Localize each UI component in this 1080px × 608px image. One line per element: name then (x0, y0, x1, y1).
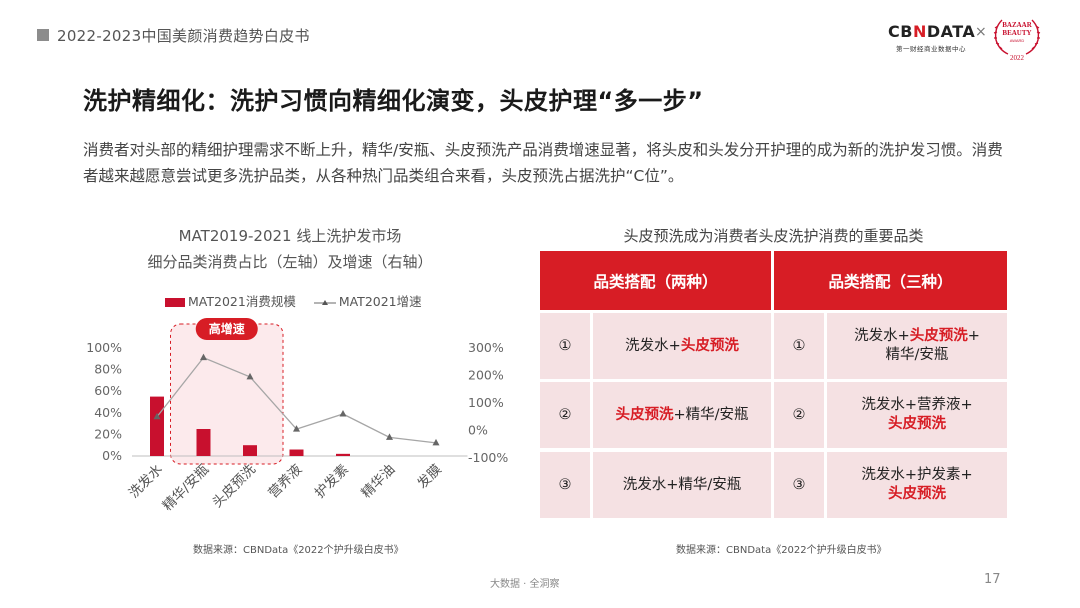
combo-three-line2: 头皮预洗 (888, 485, 946, 504)
highlight-text: 头皮预洗 (888, 416, 946, 432)
growth-point (200, 353, 207, 361)
svg-text:AWARD: AWARD (1010, 38, 1025, 43)
plain-text: 洗发水+ (625, 337, 681, 354)
page-headline: 洗护精细化：洗护习惯向精细化演变，头皮护理“多一步” (83, 87, 704, 115)
row-number: ① (774, 313, 824, 379)
left-tick-label: 20% (94, 426, 122, 441)
growth-point (246, 372, 254, 380)
highlight-text: 头皮预洗 (615, 406, 674, 423)
row-number: ① (540, 313, 590, 379)
times-sign: × (975, 24, 987, 40)
header-square-icon (37, 29, 49, 41)
combo-two-text: 洗发水+头皮预洗 (625, 337, 739, 356)
combo-three: 洗发水+头皮预洗+ 精华/安瓶 (827, 313, 1007, 379)
left-tick-label: 40% (94, 405, 122, 420)
left-tick-label: 0% (102, 448, 122, 463)
growth-point (432, 438, 440, 446)
combo-two-text: 洗发水+精华/安瓶 (623, 476, 742, 495)
category-label: 精华/安瓶 (160, 462, 213, 515)
category-label: 发膜 (414, 462, 444, 492)
logo-part: N (912, 22, 927, 41)
table-source: 数据来源：CBNData《2022个护升级白皮书》 (676, 545, 887, 556)
plain-text: 洗发水+精华/安瓶 (622, 476, 742, 493)
bar (336, 453, 350, 456)
row-number: ③ (774, 452, 824, 518)
category-label: 护发素 (312, 462, 352, 502)
plain-text: 精华/安瓶 (885, 347, 949, 363)
combo-three-line1: 洗发水+营养液+ (861, 396, 972, 415)
left-tick-label: 80% (94, 362, 122, 377)
highlight-text: 头皮预洗 (888, 486, 946, 502)
chart-legend: MAT2021消费规模 MAT2021增速 (165, 291, 422, 310)
combo-two: 洗发水+精华/安瓶 (593, 452, 771, 518)
chart-title-line2: 细分品类消费占比（左轴）及增速（右轴） (147, 253, 433, 271)
logo-part: DATA (926, 22, 976, 41)
legend-line-label: MAT2021增速 (338, 294, 422, 309)
category-label: 洗发水 (126, 461, 166, 501)
left-tick-label: 60% (94, 383, 122, 398)
combo-three-line2: 精华/安瓶 (886, 346, 949, 365)
bar (243, 445, 257, 456)
growth-point (293, 425, 300, 432)
combo-three: 洗发水+护发素+ 头皮预洗 (827, 452, 1007, 518)
legend-bar-label: MAT2021消费规模 (188, 294, 296, 309)
chart-plot: 高增速 0% 20% 40% 60% 80% 100% -100% 0% 100% 200% 300%… (86, 318, 508, 515)
right-tick-label: 0% (468, 423, 488, 438)
plain-text: +精华/安瓶 (673, 406, 749, 423)
footer-slogan: 大数据 · 全洞察 (490, 579, 560, 590)
bar (289, 449, 304, 456)
growth-point (386, 433, 393, 440)
page-number: 17 (984, 572, 1001, 587)
bar (150, 396, 164, 456)
cbndata-logo: CBNDATA (888, 22, 975, 41)
category-label: 营养液 (265, 461, 305, 501)
high-growth-highlight (170, 323, 284, 465)
report-title: 2022-2023中国美颜消费趋势白皮书 (57, 27, 310, 45)
combo-two: 头皮预洗+精华/安瓶 (593, 382, 771, 448)
cbndata-subtitle: 第一财经商业数据中心 (896, 45, 966, 53)
combo-three: 洗发水+营养液+ 头皮预洗 (827, 382, 1007, 448)
svg-text:BEAUTY: BEAUTY (1002, 29, 1031, 37)
combo-three-line2: 头皮预洗 (888, 415, 946, 434)
category-label: 精华油 (358, 462, 398, 502)
row-number: ③ (540, 452, 590, 518)
plain-text: 洗发水+护发素+ (861, 467, 973, 483)
category-label: 头皮预洗 (209, 461, 259, 511)
combo-two-text: 头皮预洗+精华/安瓶 (615, 406, 748, 425)
table-title: 头皮预洗成为消费者头皮洗护消费的重要品类 (623, 227, 924, 245)
table-header-three: 品类搭配（三种） (774, 251, 1007, 310)
table-header-two: 品类搭配（两种） (540, 251, 771, 310)
row-number: ② (540, 382, 590, 448)
chart-source: 数据来源：CBNData《2022个护升级白皮书》 (193, 545, 404, 556)
plain-text: + (967, 328, 980, 344)
plain-text: 洗发水+营养液+ (861, 397, 973, 413)
svg-text:2022: 2022 (1010, 54, 1025, 62)
right-tick-label: 100% (468, 395, 504, 410)
chart-title-line1: MAT2019-2021 线上洗护发市场 (178, 227, 402, 245)
row-number: ② (774, 382, 824, 448)
legend-line-swatch (313, 299, 336, 305)
right-tick-label: 200% (468, 368, 504, 383)
bar (196, 429, 211, 456)
bazaar-beauty-logo: BAZAAR BEAUTY AWARD 2022 (993, 19, 1041, 62)
highlight-text: 头皮预洗 (909, 328, 968, 344)
right-tick-label: 300% (468, 340, 504, 355)
logo-part: CB (888, 22, 913, 41)
svg-text:BAZAAR: BAZAAR (1002, 21, 1033, 29)
highlight-text: 头皮预洗 (680, 337, 739, 354)
plain-text: 洗发水+ (854, 328, 910, 344)
combo-three-line1: 洗发水+护发素+ (861, 466, 972, 485)
annotation-label: 高增速 (209, 321, 245, 336)
combo-three-line1: 洗发水+头皮预洗+ (854, 327, 980, 346)
left-tick-label: 100% (86, 340, 122, 355)
right-tick-label: -100% (468, 450, 508, 465)
combo-two: 洗发水+头皮预洗 (593, 313, 771, 379)
annotation-pill (195, 318, 258, 340)
growth-point (153, 412, 161, 420)
intro-paragraph: 消费者对头部的精细护理需求不断上升，精华/安瓶、头皮预洗产品消费增速显著，将头皮… (83, 141, 1003, 185)
growth-point (339, 410, 347, 417)
legend-bar-swatch (165, 298, 185, 307)
